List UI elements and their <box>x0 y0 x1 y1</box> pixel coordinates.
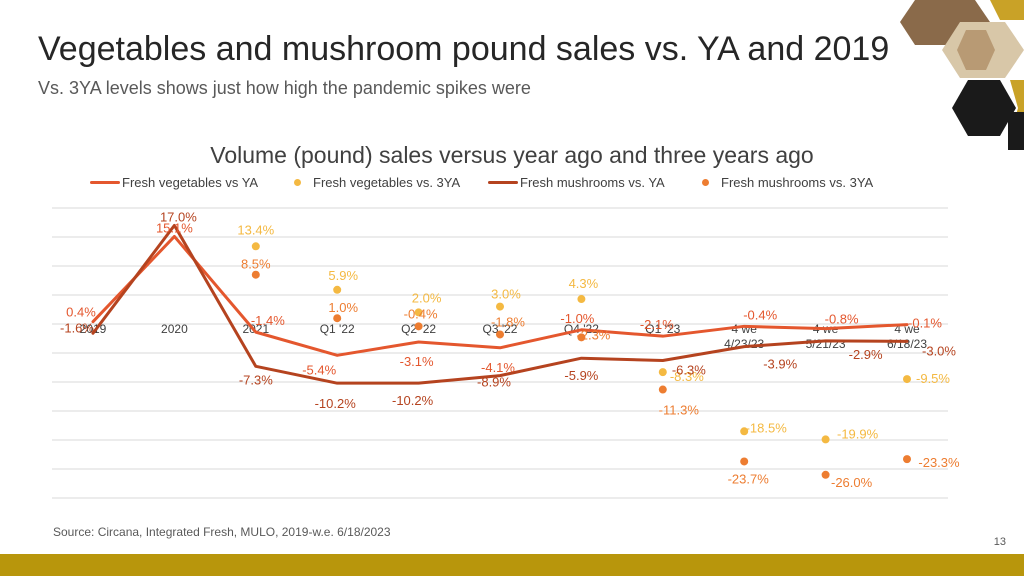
data-label: 5.9% <box>328 268 358 283</box>
data-label: -5.9% <box>564 368 598 383</box>
data-point <box>903 375 911 384</box>
data-label: 3.0% <box>491 287 521 302</box>
data-label: 13.4% <box>237 222 274 237</box>
data-label: -0.8% <box>825 312 859 327</box>
series-line <box>91 223 909 385</box>
legend-swatch <box>702 179 709 186</box>
legend-swatch <box>488 181 518 184</box>
data-label: -8.9% <box>477 375 511 390</box>
series-line <box>91 234 909 357</box>
data-label: 1.0% <box>328 300 358 315</box>
x-tick-label: Q1 '22 <box>320 322 355 336</box>
data-label: -3.9% <box>763 357 797 372</box>
data-label: -0.4% <box>743 307 777 322</box>
data-point <box>251 242 260 251</box>
data-label: -18.5% <box>746 420 788 435</box>
data-label: -7.3% <box>239 372 273 387</box>
page-number: 13 <box>993 536 1006 548</box>
data-label: 15.1% <box>156 220 193 235</box>
mushroom-photo-hexagons <box>900 0 1024 150</box>
data-label: 4.3% <box>569 276 599 291</box>
source-note: Source: Circana, Integrated Fresh, MULO,… <box>53 525 391 539</box>
data-point <box>821 470 830 479</box>
data-label: -3.0% <box>922 343 956 358</box>
legend-item-veg-3ya: Fresh vegetables vs. 3YA <box>294 175 460 190</box>
footer-bar <box>0 554 1024 576</box>
data-label: -11.3% <box>659 403 700 418</box>
data-label: -1.6% <box>60 320 94 335</box>
legend-label: Fresh mushrooms vs. 3YA <box>721 175 874 190</box>
data-point <box>740 427 749 436</box>
data-label: -9.5% <box>916 371 950 386</box>
data-label: -19.9% <box>837 426 879 441</box>
data-label: -0.4% <box>404 306 438 321</box>
data-label: -23.3% <box>918 455 960 470</box>
data-label: 17.0% <box>160 209 197 224</box>
data-label: -23.7% <box>728 471 770 486</box>
data-point <box>333 314 342 323</box>
data-point <box>740 457 749 466</box>
data-label: 8.5% <box>241 257 271 272</box>
data-label: -5.4% <box>302 362 336 377</box>
data-label: -2.9% <box>849 347 883 362</box>
x-tick-label: Q3 '22 <box>483 322 518 336</box>
x-tick-label: Q1 '23 <box>645 322 680 336</box>
chart-title: Volume (pound) sales versus year ago and… <box>210 142 814 168</box>
data-point <box>333 285 342 294</box>
chart-legend: Fresh vegetables vs YA Fresh vegetables … <box>0 175 1024 191</box>
legend-label: Fresh vegetables vs. 3YA <box>313 175 461 190</box>
legend-swatch <box>90 181 120 184</box>
data-label: -1.0% <box>560 311 594 326</box>
x-tick-label: 2020 <box>161 322 188 336</box>
data-point <box>821 435 830 444</box>
data-label: -10.2% <box>315 396 357 411</box>
data-label: -26.0% <box>831 475 873 490</box>
data-point <box>577 295 586 304</box>
data-point <box>414 308 423 317</box>
data-label: 0.4% <box>66 305 96 320</box>
slide-title: Vegetables and mushroom pound sales vs. … <box>38 30 890 68</box>
data-label: -0.1% <box>908 316 942 331</box>
legend-label: Fresh vegetables vs YA <box>122 175 259 190</box>
legend-label: Fresh mushrooms vs. YA <box>520 175 665 190</box>
data-label: -3.1% <box>400 354 434 369</box>
data-label: -6.3% <box>672 363 706 378</box>
data-label: 2.0% <box>412 290 442 305</box>
data-point <box>658 385 667 394</box>
legend-item-veg-ya: Fresh vegetables vs YA <box>90 175 258 190</box>
data-label: -1.4% <box>251 313 285 328</box>
data-point <box>414 322 423 331</box>
data-point <box>658 368 667 377</box>
data-label: -10.2% <box>392 393 434 408</box>
data-label: -1.8% <box>491 314 525 329</box>
legend-swatch <box>294 179 301 186</box>
data-point <box>496 330 504 339</box>
data-point <box>903 455 911 464</box>
legend-item-mush-ya: Fresh mushrooms vs. YA <box>488 175 665 190</box>
data-point <box>251 270 260 279</box>
slide-subtitle: Vs. 3YA levels shows just how high the p… <box>38 78 531 98</box>
data-label: -8.3% <box>670 369 704 384</box>
legend-item-mush-3ya: Fresh mushrooms vs. 3YA <box>702 175 873 190</box>
data-point <box>577 333 586 342</box>
data-label: -2.3% <box>576 327 610 342</box>
data-label: -2.1% <box>640 317 674 332</box>
data-point <box>496 302 504 311</box>
data-label: -4.1% <box>481 360 515 375</box>
